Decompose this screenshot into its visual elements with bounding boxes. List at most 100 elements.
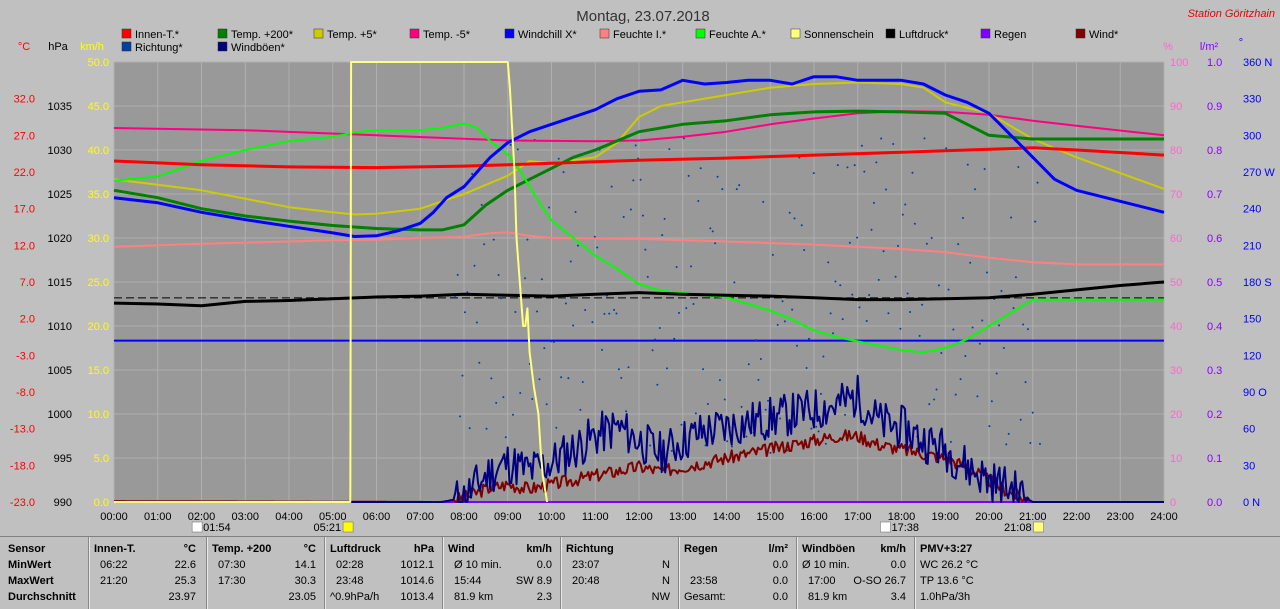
direction-point bbox=[767, 399, 770, 402]
direction-point bbox=[971, 326, 974, 329]
direction-point bbox=[923, 137, 926, 140]
direction-point bbox=[536, 310, 539, 313]
direction-point bbox=[788, 211, 791, 214]
direction-point bbox=[526, 238, 529, 241]
direction-point bbox=[673, 337, 676, 340]
tick-temp: -18.0 bbox=[10, 460, 35, 472]
direction-point bbox=[1038, 442, 1041, 445]
tick-rain: 0.9 bbox=[1207, 101, 1222, 113]
direction-point bbox=[988, 425, 991, 428]
direction-point bbox=[851, 293, 854, 296]
direction-point bbox=[706, 403, 709, 406]
axis-unit-humidity: % bbox=[1163, 41, 1173, 53]
direction-point bbox=[817, 430, 820, 433]
direction-point bbox=[848, 241, 851, 244]
direction-point bbox=[678, 311, 681, 314]
direction-point bbox=[783, 320, 786, 323]
tick-pressure: 1020 bbox=[48, 233, 72, 245]
direction-point bbox=[666, 367, 668, 370]
weather-chart: Montag, 23.07.2018 Station Göritzhain In… bbox=[10, 8, 1275, 534]
direction-point bbox=[913, 222, 916, 225]
direction-point bbox=[622, 215, 625, 218]
direction-point bbox=[697, 200, 700, 203]
legend-swatch bbox=[409, 28, 420, 39]
direction-point bbox=[663, 217, 666, 220]
direction-point bbox=[567, 377, 570, 380]
direction-point bbox=[576, 244, 579, 247]
tick-direction: 0 N bbox=[1243, 497, 1260, 509]
direction-point bbox=[625, 410, 628, 413]
tick-rain: 0.6 bbox=[1207, 233, 1222, 245]
direction-point bbox=[750, 296, 753, 299]
tick-direction: 240 bbox=[1243, 204, 1261, 216]
direction-point bbox=[714, 242, 717, 245]
direction-point bbox=[911, 171, 914, 174]
tick-pressure: 1010 bbox=[48, 321, 72, 333]
direction-point bbox=[933, 398, 936, 401]
direction-point bbox=[957, 243, 960, 246]
stats-label-avg: Durchschnitt bbox=[8, 591, 76, 603]
legend-entry: Richtung* bbox=[135, 42, 183, 54]
direction-point bbox=[653, 338, 656, 341]
direction-point bbox=[646, 275, 649, 278]
direction-point bbox=[538, 378, 541, 381]
moonset-time: 01:54 bbox=[203, 522, 231, 534]
direction-point bbox=[471, 172, 474, 175]
direction-point bbox=[1036, 181, 1039, 184]
direction-point bbox=[793, 217, 796, 220]
direction-point bbox=[870, 228, 873, 231]
sunset-time: 21:08 bbox=[1004, 522, 1032, 534]
direction-point bbox=[829, 312, 832, 315]
direction-point bbox=[872, 201, 875, 204]
direction-point bbox=[1002, 347, 1005, 350]
tick-x: 12:00 bbox=[625, 511, 653, 523]
direction-point bbox=[947, 288, 950, 291]
direction-point bbox=[504, 436, 507, 439]
direction-point bbox=[771, 253, 774, 256]
sunset-icon bbox=[1033, 521, 1044, 533]
direction-point bbox=[952, 328, 955, 331]
axis-unit-direction: ° bbox=[1239, 37, 1243, 49]
legend-entry: Luftdruck* bbox=[899, 29, 949, 41]
direction-point bbox=[627, 366, 630, 369]
tick-temp: -8.0 bbox=[16, 387, 35, 399]
tick-direction: 210 bbox=[1243, 240, 1261, 252]
direction-point bbox=[1010, 216, 1013, 219]
direction-point bbox=[791, 308, 794, 311]
legend-swatch bbox=[217, 28, 228, 39]
direction-point bbox=[639, 178, 642, 181]
direction-point bbox=[865, 320, 868, 323]
direction-point bbox=[726, 440, 729, 443]
direction-point bbox=[858, 306, 861, 309]
direction-point bbox=[658, 327, 661, 330]
tick-rain: 0.2 bbox=[1207, 409, 1222, 421]
tick-x: 04:00 bbox=[275, 511, 303, 523]
direction-point bbox=[863, 170, 866, 173]
tick-x: 07:00 bbox=[406, 511, 434, 523]
direction-point bbox=[877, 278, 880, 281]
direction-point bbox=[921, 303, 924, 306]
direction-point bbox=[735, 188, 738, 191]
direction-point bbox=[820, 392, 822, 395]
tick-rain: 0.7 bbox=[1207, 189, 1222, 201]
tick-direction: 180 S bbox=[1243, 277, 1272, 289]
direction-point bbox=[495, 401, 498, 404]
direction-point bbox=[716, 175, 719, 178]
legend-swatch bbox=[1075, 28, 1086, 39]
tick-temp: 27.0 bbox=[14, 130, 35, 142]
sun-moon-markers: 05:21 21:08 17:38 01:54 bbox=[191, 521, 1044, 534]
tick-humidity: 10 bbox=[1170, 453, 1182, 465]
direction-point bbox=[959, 378, 962, 381]
direction-point bbox=[906, 292, 909, 295]
tick-direction: 90 O bbox=[1243, 387, 1267, 399]
direction-point bbox=[738, 184, 741, 187]
direction-point bbox=[844, 413, 847, 416]
moonrise-icon bbox=[880, 521, 891, 533]
direction-point bbox=[485, 427, 488, 430]
tick-temp: -23.0 bbox=[10, 497, 35, 509]
direction-point bbox=[711, 230, 714, 233]
direction-point bbox=[853, 164, 856, 167]
direction-point bbox=[880, 137, 883, 140]
tick-x: 17:00 bbox=[844, 511, 872, 523]
tick-wind: 35.0 bbox=[88, 189, 109, 201]
